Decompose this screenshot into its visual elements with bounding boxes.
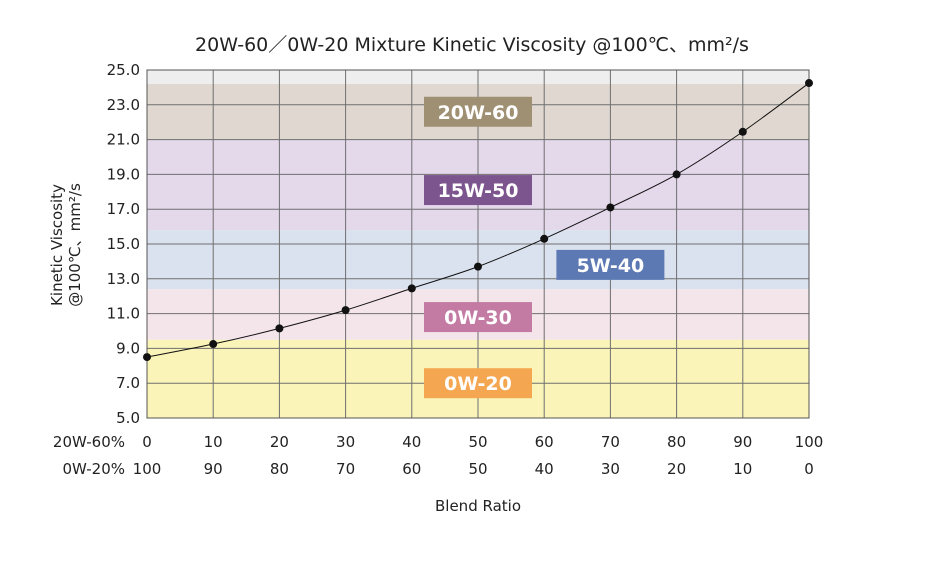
data-point-20 (275, 324, 284, 333)
data-point-50 (474, 262, 482, 271)
y-tick-label: 25.0 (107, 61, 140, 79)
band-label-0w-30: 0W-30 (444, 307, 512, 329)
band-badge-0w-20 (424, 368, 532, 399)
data-point-10 (209, 340, 218, 349)
y-axis-title-line-2: @100℃、mm²/s (66, 183, 84, 307)
plot-frame (146, 69, 810, 419)
x-tick-label: 0 (804, 460, 814, 478)
y-tick-label: 23.0 (107, 96, 140, 114)
data-point-0 (143, 353, 151, 362)
band-label-15w-50: 15W-50 (438, 180, 519, 202)
data-point-100 (805, 79, 813, 88)
y-tick-label: 15.0 (107, 235, 140, 253)
y-axis-title: Kinetic Viscosity @100℃、mm²/s (48, 183, 84, 307)
y-tick-label: 19.0 (107, 165, 140, 183)
x-row-name: 20W-60% (53, 433, 125, 451)
x-tick-label: 90 (733, 433, 752, 451)
data-point-70 (606, 203, 615, 212)
band-label-20w-60: 20W-60 (438, 102, 519, 124)
y-tick-label: 9.0 (116, 339, 140, 357)
band-badge-5w-40 (556, 249, 665, 280)
band-labels: 0W-20 0W-30 5W-40 15W-50 20W-60 (424, 96, 665, 399)
x-tick-label: 30 (601, 460, 620, 478)
x-tick-label: 10 (733, 460, 752, 478)
y-tick-label: 5.0 (116, 409, 140, 427)
band-badge-15w-50 (424, 175, 532, 206)
y-tick-label: 17.0 (107, 200, 140, 218)
x-tick-label: 50 (468, 433, 487, 451)
y-axis-title-line-1: Kinetic Viscosity (48, 184, 66, 306)
x-tick-label: 60 (402, 460, 421, 478)
x-tick-label: 70 (336, 460, 355, 478)
x-tick-label: 100 (133, 460, 162, 478)
x-tick-label: 10 (204, 433, 223, 451)
x-tick-label: 100 (795, 433, 824, 451)
y-tick-label: 7.0 (116, 374, 140, 392)
y-tick-label: 21.0 (107, 131, 140, 149)
x-tick-label: 30 (336, 433, 355, 451)
x-tick-label: 40 (535, 460, 554, 478)
band-badge-20w-60 (424, 96, 532, 127)
data-point-60 (540, 234, 549, 243)
series-blend-curve (143, 79, 813, 362)
data-point-80 (672, 170, 681, 179)
band-badge-0w-30 (424, 302, 532, 333)
x-tick-label: 60 (535, 433, 554, 451)
data-point-40 (407, 284, 416, 293)
x-tick-label: 0 (142, 433, 152, 451)
x-tick-label: 50 (468, 460, 487, 478)
y-tick-label: 11.0 (107, 305, 140, 323)
data-point-90 (738, 127, 747, 136)
x-tick-label: 70 (601, 433, 620, 451)
band-label-0w-20: 0W-20 (444, 373, 512, 395)
x-tick-label: 20 (270, 433, 289, 451)
x-tick-label: 90 (204, 460, 223, 478)
x-axis-title: Blend Ratio (435, 497, 521, 515)
x-tick-label: 80 (667, 433, 686, 451)
band-label-5w-40: 5W-40 (577, 255, 645, 277)
x-tick-label: 80 (270, 460, 289, 478)
x-tick-label: 20 (667, 460, 686, 478)
y-tick-labels: 5.0 7.0 9.0 11.0 13.0 15.0 17.0 19.0 21.0 23.0 25.… (107, 61, 140, 427)
x-row-name: 0W-20% (62, 460, 125, 478)
x-tick-label: 40 (402, 433, 421, 451)
chart-title: 20W-60／0W-20 Mixture Kinetic Viscosity @… (195, 34, 749, 56)
data-point-30 (341, 306, 350, 315)
y-tick-label: 13.0 (107, 270, 140, 288)
